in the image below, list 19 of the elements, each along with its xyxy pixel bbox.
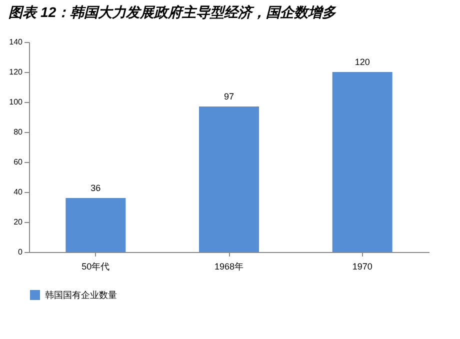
bar — [332, 72, 392, 252]
legend-label: 韩国国有企业数量 — [45, 290, 117, 300]
y-tick-label: 100 — [9, 98, 24, 106]
data-label: 120 — [354, 57, 370, 67]
x-tick-label: 1970 — [352, 262, 372, 272]
y-tick-label: 20 — [14, 218, 24, 226]
data-label: 36 — [90, 183, 101, 193]
chart-title: 图表 12：韩国大力发展政府主导型经济，国企数增多 — [8, 4, 338, 20]
x-tick-label: 1968年 — [214, 262, 244, 272]
y-tick-label: 120 — [9, 68, 24, 76]
bar — [66, 198, 126, 252]
y-tick-label: 140 — [9, 38, 24, 46]
bar — [199, 106, 259, 252]
y-tick-label: 60 — [14, 158, 24, 166]
y-tick-label: 40 — [14, 188, 24, 196]
x-tick-label: 50年代 — [82, 262, 110, 272]
y-tick-label: 0 — [18, 248, 24, 256]
data-label: 97 — [224, 92, 234, 102]
y-tick-label: 80 — [14, 128, 24, 136]
